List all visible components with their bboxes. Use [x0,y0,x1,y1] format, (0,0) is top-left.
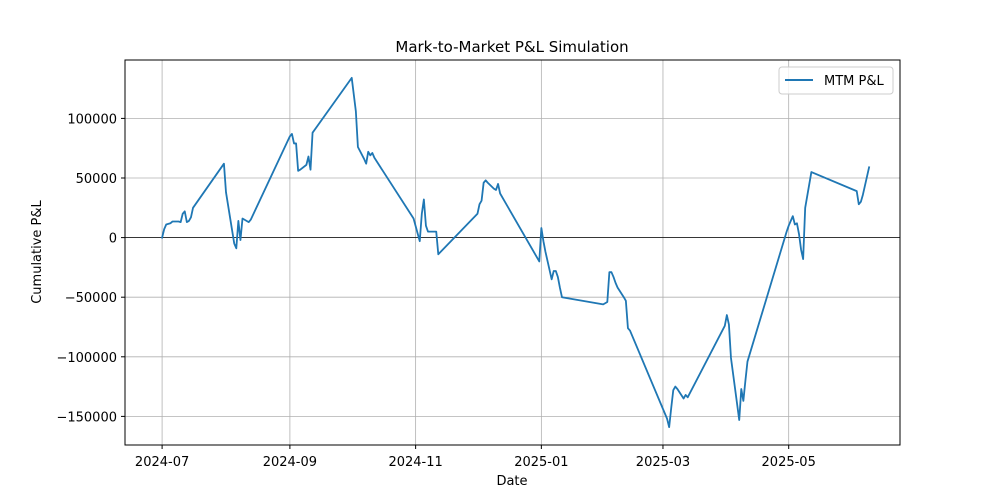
series-lines [161,76,871,429]
y-axis-label: Cumulative P&L [30,199,45,303]
chart-title: Mark-to-Market P&L Simulation [395,38,628,56]
y-tick-label: −150000 [56,410,117,425]
x-tick-label: 2024-07 [135,455,189,470]
x-tick-label: 2025-01 [514,455,568,470]
series-line-mtm-pnl [161,76,871,429]
x-tick-label: 2025-03 [636,455,690,470]
legend: MTM P&L [778,66,894,95]
y-tick-label: −100000 [56,351,117,366]
y-tick-label: 0 [109,232,117,247]
y-tick-label: −50000 [65,291,117,306]
legend-label: MTM P&L [824,74,884,89]
plot-frame [124,59,901,446]
y-tick-label: 50000 [76,172,117,187]
legend-box [778,66,894,95]
x-axis-ticks: 2024-07 2024-09 2024-11 2025-01 2025-03 2025-… [135,445,816,470]
plot-area [125,60,900,445]
x-axis-label: Date [496,474,527,489]
x-tick-label: 2024-11 [388,455,442,470]
y-tick-label: 100000 [67,112,117,127]
y-axis-ticks: 100000 50000 0 −50000 −100000 −150000 [56,112,125,425]
x-tick-label: 2024-09 [263,455,317,470]
x-tick-label: 2025-05 [762,455,816,470]
